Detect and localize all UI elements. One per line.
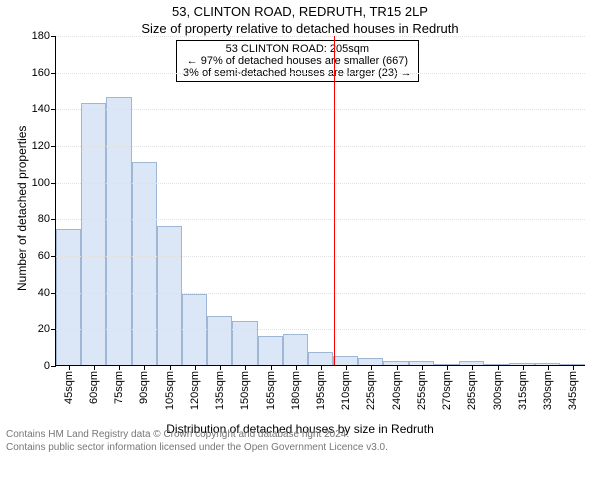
x-tick-mark [144, 365, 145, 370]
x-tick-mark [573, 365, 574, 370]
histogram-bar [157, 226, 182, 365]
x-tick-label: 225sqm [365, 371, 377, 410]
y-tick-label: 60 [38, 250, 56, 262]
page-title: 53, CLINTON ROAD, REDRUTH, TR15 2LP [0, 4, 600, 19]
gridline [56, 109, 585, 110]
x-tick-mark [548, 365, 549, 370]
x-tick-mark [321, 365, 322, 370]
x-tick-mark [271, 365, 272, 370]
x-tick-mark [94, 365, 95, 370]
histogram-bar [358, 358, 383, 365]
histogram-bar [258, 336, 283, 365]
x-tick-label: 345sqm [567, 371, 579, 410]
histogram-bar [283, 334, 308, 365]
x-tick-mark [296, 365, 297, 370]
x-tick-label: 195sqm [315, 371, 327, 410]
x-tick-label: 240sqm [391, 371, 403, 410]
y-tick-label: 40 [38, 287, 56, 299]
bars-group [56, 36, 585, 365]
y-tick-label: 180 [32, 30, 56, 42]
footer-line-1: Contains HM Land Registry data © Crown c… [6, 429, 388, 442]
y-tick-label: 100 [32, 177, 56, 189]
histogram-bar [132, 162, 157, 366]
x-tick-label: 285sqm [466, 371, 478, 410]
x-tick-mark [498, 365, 499, 370]
x-tick-label: 180sqm [290, 371, 302, 410]
y-tick-label: 20 [38, 323, 56, 335]
gridline [56, 293, 585, 294]
x-tick-mark [220, 365, 221, 370]
histogram-bar [560, 364, 585, 365]
histogram-bar [106, 97, 131, 365]
x-tick-label: 165sqm [265, 371, 277, 410]
x-tick-mark [69, 365, 70, 370]
x-tick-label: 210sqm [340, 371, 352, 410]
histogram-bar [207, 316, 232, 366]
x-tick-label: 300sqm [492, 371, 504, 410]
reference-line [334, 36, 335, 365]
x-tick-label: 315sqm [517, 371, 529, 410]
y-tick-label: 140 [32, 103, 56, 115]
x-tick-mark [523, 365, 524, 370]
x-tick-label: 120sqm [189, 371, 201, 410]
annotation-box: 53 CLINTON ROAD: 205sqm ← 97% of detache… [176, 40, 419, 82]
histogram-bar [56, 229, 81, 365]
gridline [56, 73, 585, 74]
x-tick-label: 270sqm [441, 371, 453, 410]
gridline [56, 146, 585, 147]
y-tick-label: 80 [38, 213, 56, 225]
x-tick-mark [371, 365, 372, 370]
x-tick-mark [397, 365, 398, 370]
x-tick-label: 75sqm [113, 371, 125, 404]
x-tick-mark [422, 365, 423, 370]
x-tick-label: 45sqm [63, 371, 75, 404]
gridline [56, 219, 585, 220]
x-tick-label: 150sqm [239, 371, 251, 410]
histogram-bar [232, 321, 257, 365]
chart-container: 53 CLINTON ROAD: 205sqm ← 97% of detache… [0, 36, 600, 456]
x-tick-mark [245, 365, 246, 370]
histogram-bar [308, 352, 333, 365]
x-tick-label: 255sqm [416, 371, 428, 410]
x-tick-label: 60sqm [88, 371, 100, 404]
x-tick-mark [119, 365, 120, 370]
gridline [56, 256, 585, 257]
gridline [56, 36, 585, 37]
x-tick-label: 105sqm [164, 371, 176, 410]
y-tick-label: 160 [32, 67, 56, 79]
histogram-bar [333, 356, 358, 365]
plot-area: 53 CLINTON ROAD: 205sqm ← 97% of detache… [55, 36, 585, 366]
y-tick-label: 0 [44, 360, 56, 372]
annotation-line-1: 53 CLINTON ROAD: 205sqm [183, 43, 412, 55]
page-subtitle: Size of property relative to detached ho… [0, 21, 600, 36]
annotation-line-2: ← 97% of detached houses are smaller (66… [183, 55, 412, 67]
x-tick-label: 135sqm [214, 371, 226, 410]
y-tick-label: 120 [32, 140, 56, 152]
histogram-bar [81, 103, 106, 365]
gridline [56, 329, 585, 330]
footer-line-2: Contains public sector information licen… [6, 442, 388, 455]
x-tick-mark [195, 365, 196, 370]
x-tick-mark [170, 365, 171, 370]
y-axis-title: Number of detached properties [15, 126, 29, 291]
x-tick-mark [472, 365, 473, 370]
x-tick-label: 90sqm [138, 371, 150, 404]
x-tick-mark [346, 365, 347, 370]
x-tick-label: 330sqm [542, 371, 554, 410]
gridline [56, 183, 585, 184]
attribution-footer: Contains HM Land Registry data © Crown c… [0, 429, 388, 454]
x-tick-mark [447, 365, 448, 370]
